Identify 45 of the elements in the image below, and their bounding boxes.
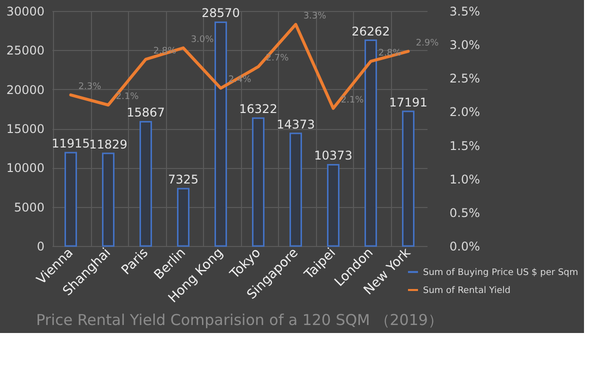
y-tick-label: 0 [36, 240, 44, 254]
data-label: 2.7% [266, 54, 290, 64]
data-label: 2.1% [340, 95, 364, 106]
y-tick-label: 10000 [6, 161, 44, 176]
y2-tick-label: 3.0% [450, 38, 480, 52]
data-label: 2.1% [116, 92, 140, 102]
bar [402, 110, 414, 247]
data-label: 3.3% [303, 11, 327, 22]
data-label: 2.9% [416, 38, 440, 48]
data-label: 28570 [202, 6, 240, 20]
y2-tick-label: 0.5% [450, 206, 480, 220]
bar [327, 164, 340, 247]
y-tick-label: 5000 [14, 200, 44, 214]
y2-tick-label: 0.0% [450, 240, 480, 254]
data-label: 11915 [52, 136, 90, 151]
bar [364, 40, 377, 247]
legend-label: Sum of Rental Yield [423, 286, 511, 296]
data-label: 16322 [239, 102, 278, 116]
bar [177, 188, 190, 247]
data-label: 17191 [389, 95, 428, 110]
bar [214, 21, 227, 247]
y2-tick-label: 3.5% [450, 4, 480, 18]
y2-tick-label: 2.0% [450, 105, 480, 120]
bar [64, 152, 77, 247]
bar [290, 132, 302, 247]
y-tick-label: 15000 [6, 122, 44, 136]
bar [102, 152, 114, 247]
y2-tick-label: 1.0% [450, 172, 480, 186]
data-label: 7325 [168, 172, 199, 187]
text: Price Rental Yield Comparision of a 120 SQM （2019） [36, 310, 443, 329]
y2-tick-label: 1.5% [450, 138, 480, 153]
data-label: 3.0% [190, 34, 214, 45]
data-label: 2.3% [78, 82, 102, 92]
y-tick-label: 25000 [6, 44, 44, 58]
data-label: 14373 [276, 117, 315, 132]
bar [252, 117, 264, 247]
y-tick-label: 20000 [6, 82, 44, 97]
data-label: 26262 [352, 24, 390, 38]
data-label: 15867 [126, 106, 165, 120]
bar [140, 120, 152, 247]
y2-tick-label: 2.5% [450, 72, 480, 86]
legend-label: Sum of Buying Price US $ per Sqm [423, 268, 578, 278]
data-label: 10373 [314, 148, 352, 163]
data-label: 11829 [89, 137, 128, 152]
y-tick-label: 30000 [6, 4, 44, 18]
